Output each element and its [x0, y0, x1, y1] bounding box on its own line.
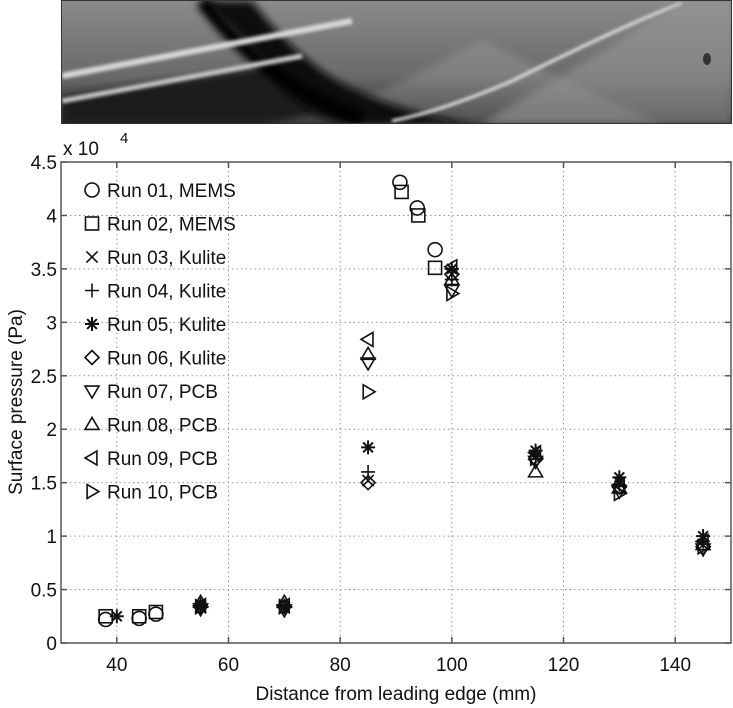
square-marker-icon	[411, 208, 426, 223]
triangle-down-marker-icon	[192, 603, 209, 618]
legend-entry: Run 05, Kulite	[107, 315, 226, 336]
square-marker-icon	[131, 608, 147, 624]
y-tick-label: 4	[46, 206, 57, 227]
circle-marker-icon	[97, 611, 114, 628]
triangle-up-marker-icon	[359, 345, 377, 361]
triangle-up-marker-icon	[527, 463, 544, 478]
plot-frame	[60, 161, 732, 644]
y-tick-label: 3	[46, 313, 57, 334]
triangle-left-marker-icon	[83, 449, 98, 467]
y-tick-label: 2	[46, 420, 57, 441]
y-tick-label: 2.5	[31, 367, 57, 388]
star-marker-icon	[109, 609, 124, 624]
triangle-right-marker-icon	[529, 449, 545, 467]
triangle-up-marker-icon	[83, 415, 101, 431]
triangle-left-marker-icon	[359, 331, 374, 348]
triangle-up-marker-icon	[443, 271, 461, 286]
circle-marker-icon	[84, 182, 100, 198]
x-tick-label: 120	[548, 655, 580, 676]
triangle-right-marker-icon	[446, 285, 461, 302]
triangle-down-marker-icon	[359, 357, 377, 372]
star-marker-icon	[85, 317, 99, 331]
y-axis-label: Surface pressure (Pa)	[6, 309, 27, 495]
axis-ticks: 40 60 80 100 120 140 0 0.5 1 1.5 2 2.5 3 3.5 4 4.5	[31, 153, 731, 676]
circle-marker-icon	[392, 174, 408, 191]
legend-entry: Run 01, MEMS	[107, 181, 236, 202]
square-marker-icon	[84, 216, 100, 231]
plus-marker-icon	[361, 464, 376, 479]
star-marker-icon	[444, 261, 459, 276]
legend: Run 01, MEMS Run 02, MEMS Run 03, Kulite Ru…	[83, 181, 236, 504]
triangle-right-marker-icon	[194, 598, 210, 616]
legend-entry: Run 10, PCB	[107, 483, 218, 504]
legend-entry: Run 06, Kulite	[107, 349, 226, 370]
x-tick-label: 80	[330, 655, 351, 676]
triangle-left-marker-icon	[527, 444, 542, 462]
y-multiplier: x 10	[63, 139, 99, 160]
square-marker-icon	[148, 604, 164, 620]
star-marker-icon	[612, 470, 627, 485]
x-marker-icon	[85, 250, 99, 264]
triangle-right-marker-icon	[86, 483, 101, 500]
legend-entry: Run 08, PCB	[107, 416, 218, 437]
star-marker-icon	[528, 443, 543, 458]
y-tick-label: 0	[46, 634, 57, 655]
triangle-right-marker-icon	[697, 538, 712, 556]
triangle-right-marker-icon	[613, 484, 628, 502]
circle-marker-icon	[409, 200, 426, 216]
x-tick-label: 40	[106, 655, 127, 676]
diamond-marker-icon	[83, 349, 101, 366]
schlieren-image	[61, 0, 732, 124]
star-marker-icon	[193, 598, 208, 613]
x-tick-label: 60	[218, 655, 239, 676]
triangle-down-marker-icon	[83, 385, 101, 400]
legend-entry: Run 07, PCB	[107, 382, 218, 403]
y-tick-label: 3.5	[31, 260, 57, 281]
triangle-right-marker-icon	[362, 383, 377, 401]
square-marker-icon	[427, 260, 443, 276]
x-tick-label: 100	[436, 655, 468, 676]
legend-entry: Run 04, Kulite	[107, 282, 226, 303]
legend-entry: Run 02, MEMS	[107, 215, 236, 236]
diamond-marker-icon	[359, 474, 377, 491]
triangle-right-marker-icon	[278, 598, 293, 616]
y-tick-label: 1.5	[31, 474, 57, 495]
y-multiplier-exponent: 4	[120, 130, 128, 147]
y-tick-label: 1	[46, 527, 57, 548]
triangle-left-marker-icon	[443, 258, 458, 276]
y-tick-label: 4.5	[31, 153, 57, 174]
triangle-left-marker-icon	[694, 533, 709, 550]
legend-entry: Run 03, Kulite	[107, 248, 226, 269]
circle-marker-icon	[427, 241, 443, 258]
legend-entry: Run 09, PCB	[107, 449, 218, 470]
x-marker-icon	[361, 474, 375, 487]
y-tick-label: 0.5	[31, 581, 57, 602]
square-marker-icon	[394, 184, 409, 200]
plus-marker-icon	[85, 283, 99, 298]
x-tick-label: 140	[659, 655, 691, 676]
data-points	[97, 174, 712, 628]
star-marker-icon	[361, 440, 376, 455]
x-axis-label: Distance from leading edge (mm)	[256, 684, 537, 705]
